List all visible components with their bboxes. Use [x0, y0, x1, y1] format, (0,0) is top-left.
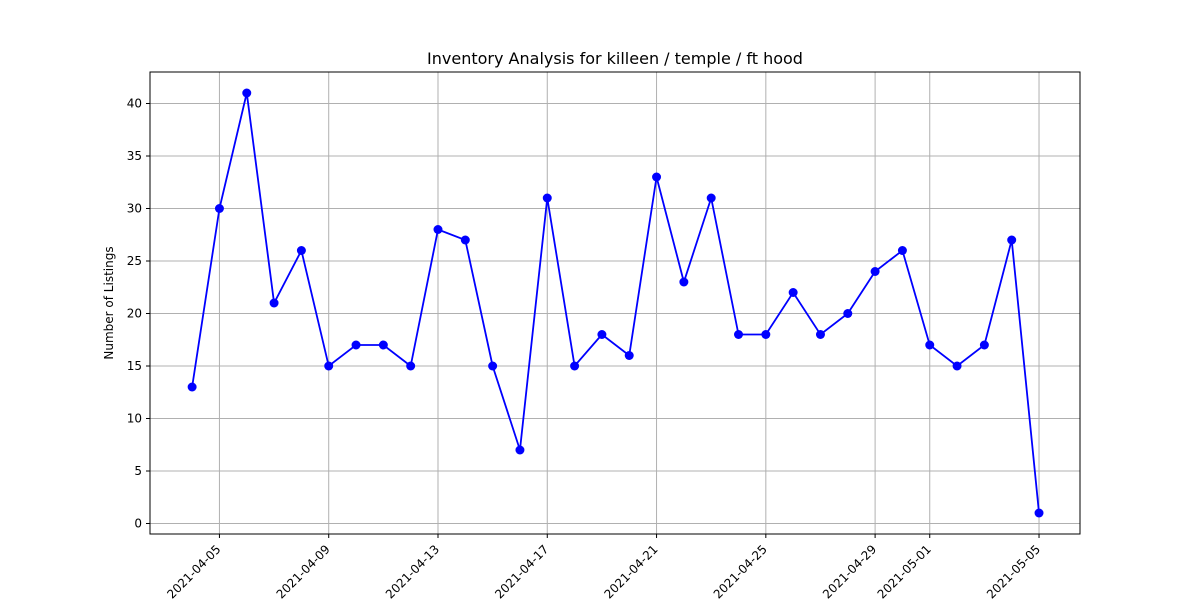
data-point [460, 235, 470, 245]
data-point [351, 340, 361, 350]
data-point [570, 361, 580, 371]
x-tick-label: 2021-05-05 [984, 542, 1043, 600]
data-point [1007, 235, 1017, 245]
x-tick-label: 2021-04-09 [274, 542, 333, 600]
data-point [952, 361, 962, 371]
data-point [870, 267, 880, 276]
y-tick-label: 20 [127, 307, 142, 321]
data-point [925, 340, 935, 350]
data-point [406, 361, 416, 371]
data-point [815, 330, 825, 339]
data-point [788, 288, 798, 297]
x-tick-label: 2021-04-21 [601, 542, 660, 600]
data-series [187, 88, 1044, 518]
x-tick-label: 2021-04-05 [164, 542, 223, 600]
data-point [378, 340, 388, 350]
data-point [897, 246, 907, 255]
series-line [191, 92, 1040, 514]
y-tick-label: 35 [127, 149, 142, 163]
y-tick-label: 15 [127, 359, 142, 373]
data-point [488, 361, 498, 371]
data-point [679, 277, 689, 287]
data-point [652, 172, 662, 182]
x-tick-label: 2021-04-17 [492, 542, 551, 600]
x-tick-label: 2021-05-01 [875, 542, 934, 600]
data-point [706, 193, 716, 203]
data-point [296, 246, 306, 255]
y-tick-label: 5 [134, 464, 142, 478]
data-point [843, 309, 853, 318]
data-point [515, 445, 525, 455]
y-tick-label: 0 [134, 517, 142, 531]
data-point [1034, 508, 1044, 518]
data-point [214, 204, 224, 213]
data-point [624, 351, 634, 360]
x-axis-ticks: 2021-04-05 2021-04-09 2021-04-13 2021-04-17… [164, 534, 1043, 600]
y-tick-label: 30 [127, 202, 142, 216]
x-tick-label: 2021-04-25 [711, 542, 770, 600]
data-point [761, 330, 771, 339]
data-point [734, 330, 744, 339]
y-tick-label: 40 [127, 97, 142, 111]
y-tick-label: 10 [127, 412, 142, 426]
data-point [242, 88, 252, 98]
grid-lines [150, 72, 1080, 534]
y-axis-label: Number of Listings [102, 246, 116, 359]
data-point [597, 330, 607, 339]
data-point [542, 193, 552, 203]
y-tick-label: 25 [127, 254, 142, 268]
data-point [269, 298, 279, 308]
data-point [433, 225, 443, 234]
x-tick-label: 2021-04-29 [820, 542, 879, 600]
x-tick-label: 2021-04-13 [383, 542, 442, 600]
data-point [324, 361, 334, 371]
data-point [979, 340, 989, 350]
chart-title: Inventory Analysis for killeen / temple … [427, 49, 803, 68]
y-axis-ticks: 0 5 10 15 20 25 30 35 40 [127, 97, 150, 531]
data-point [187, 382, 197, 392]
plot-area-frame [149, 71, 1081, 535]
